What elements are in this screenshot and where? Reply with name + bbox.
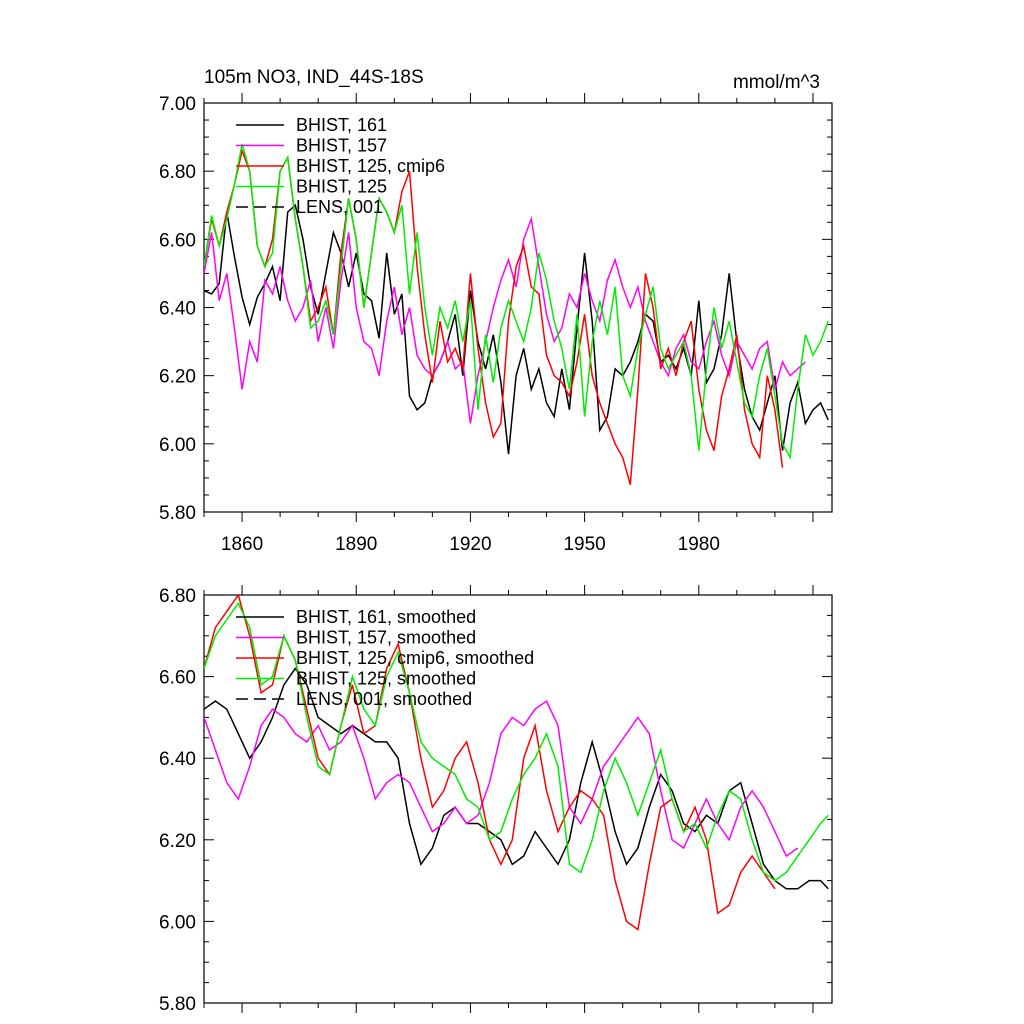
legend-label: LENS, 001, smoothed xyxy=(296,689,472,709)
series-line-bhist-125-cmip6-smoothed xyxy=(204,595,776,931)
legend-label: BHIST, 161, smoothed xyxy=(296,607,476,627)
x-tick-label: 1950 xyxy=(563,534,605,555)
y-tick-label: 6.20 xyxy=(159,831,196,852)
y-tick-label: 6.60 xyxy=(159,668,196,689)
y-tick-label: 6.80 xyxy=(159,586,196,607)
legend-label: BHIST, 157 xyxy=(296,136,387,156)
series-line-bhist-125-smoothed xyxy=(204,601,829,882)
series-line-bhist-157 xyxy=(204,215,806,424)
units-label: mmol/m^3 xyxy=(733,72,820,93)
top-panel: 5.80 6.00 6.20 6.40 6.60 6.80 7.00 1860 1890 1920… xyxy=(159,93,833,555)
legend-label: BHIST, 125 xyxy=(296,177,387,197)
y-tick-label: 6.00 xyxy=(159,912,196,933)
legend-label: BHIST, 125, cmip6, smoothed xyxy=(296,648,534,668)
series-line-bhist-161 xyxy=(204,203,829,455)
x-tick-label: 1980 xyxy=(678,534,720,555)
y-tick-label: 5.80 xyxy=(159,503,196,524)
x-tick-label: 1860 xyxy=(221,534,263,555)
y-tick-label: 6.80 xyxy=(159,162,196,183)
y-tick-label: 5.80 xyxy=(159,994,196,1015)
legend-label: LENS, 001 xyxy=(296,197,383,217)
x-tick-label: 1920 xyxy=(449,534,491,555)
series-line-bhist-157-smoothed xyxy=(204,699,799,858)
y-tick-label: 6.20 xyxy=(159,367,196,388)
x-tick-label: 1890 xyxy=(335,534,377,555)
y-tick-label: 6.60 xyxy=(159,230,196,251)
legend-label: BHIST, 125, cmip6 xyxy=(296,156,445,176)
legend-label: BHIST, 161 xyxy=(296,115,387,135)
chart-title: 105m NO3, IND_44S-18S xyxy=(204,67,424,88)
y-tick-label: 6.00 xyxy=(159,435,196,456)
legend-label: BHIST, 157, smoothed xyxy=(296,628,476,648)
y-tick-label: 6.40 xyxy=(159,299,196,320)
legend-label: BHIST, 125, smoothed xyxy=(296,669,476,689)
bottom-panel: 5.80 6.00 6.20 6.40 6.60 6.80 BHIST, 161, smoo… xyxy=(159,585,833,1015)
y-tick-label: 6.40 xyxy=(159,749,196,770)
series-line-bhist-125 xyxy=(204,143,829,460)
y-tick-label: 7.00 xyxy=(159,94,196,115)
series-line-bhist-125-cmip6 xyxy=(204,148,784,485)
